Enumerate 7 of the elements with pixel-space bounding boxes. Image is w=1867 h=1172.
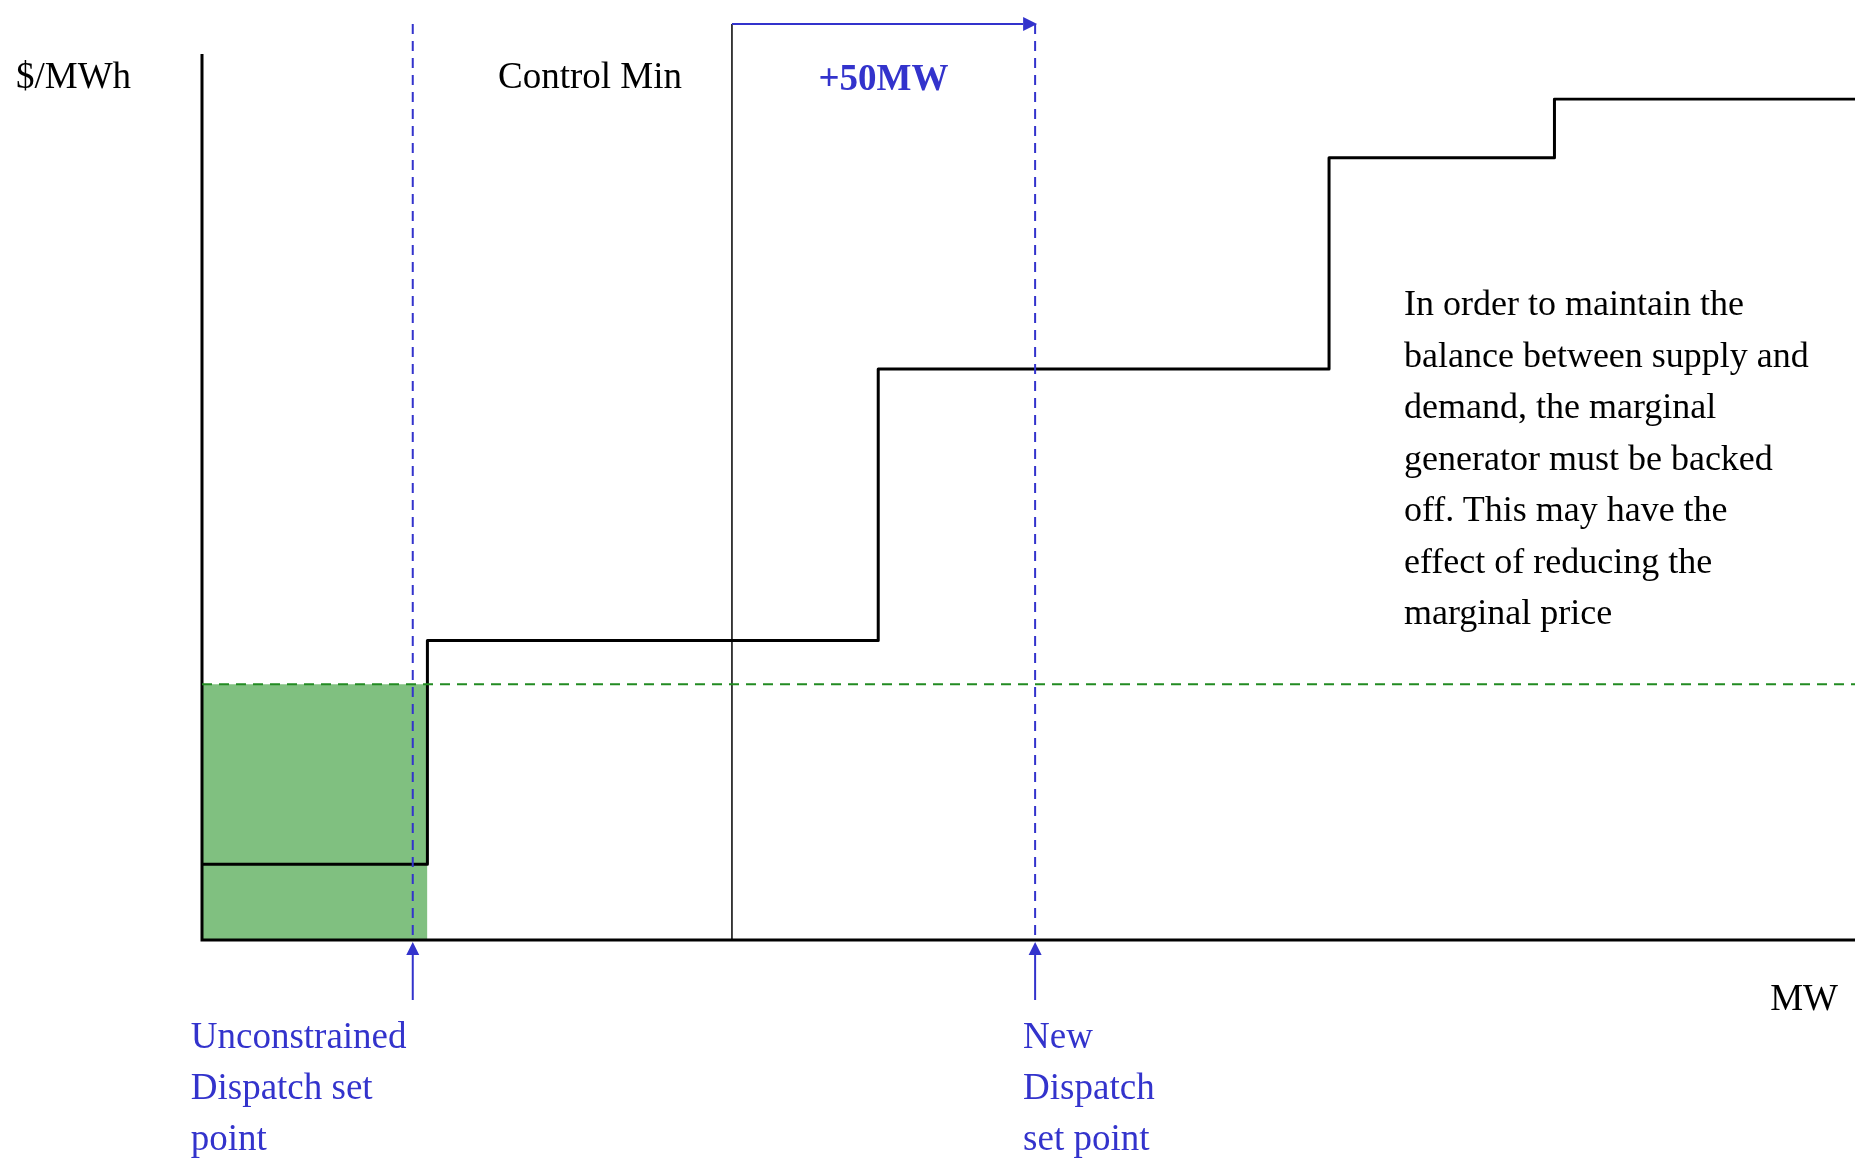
annotation: In order to maintain the balance between supply and demand, the marginal generator must be backed off. This may have the effect of reducing the marginal price [1404,283,1809,632]
x-axis-title: MW [1770,977,1839,1018]
y-axis-title: $/MWh [16,55,132,96]
text: Control Min [497,55,682,96]
text: +50MW [818,57,949,98]
text: New Dispatch set point [1023,1015,1156,1158]
text: Unconstrained Dispatch set point [190,1015,408,1158]
